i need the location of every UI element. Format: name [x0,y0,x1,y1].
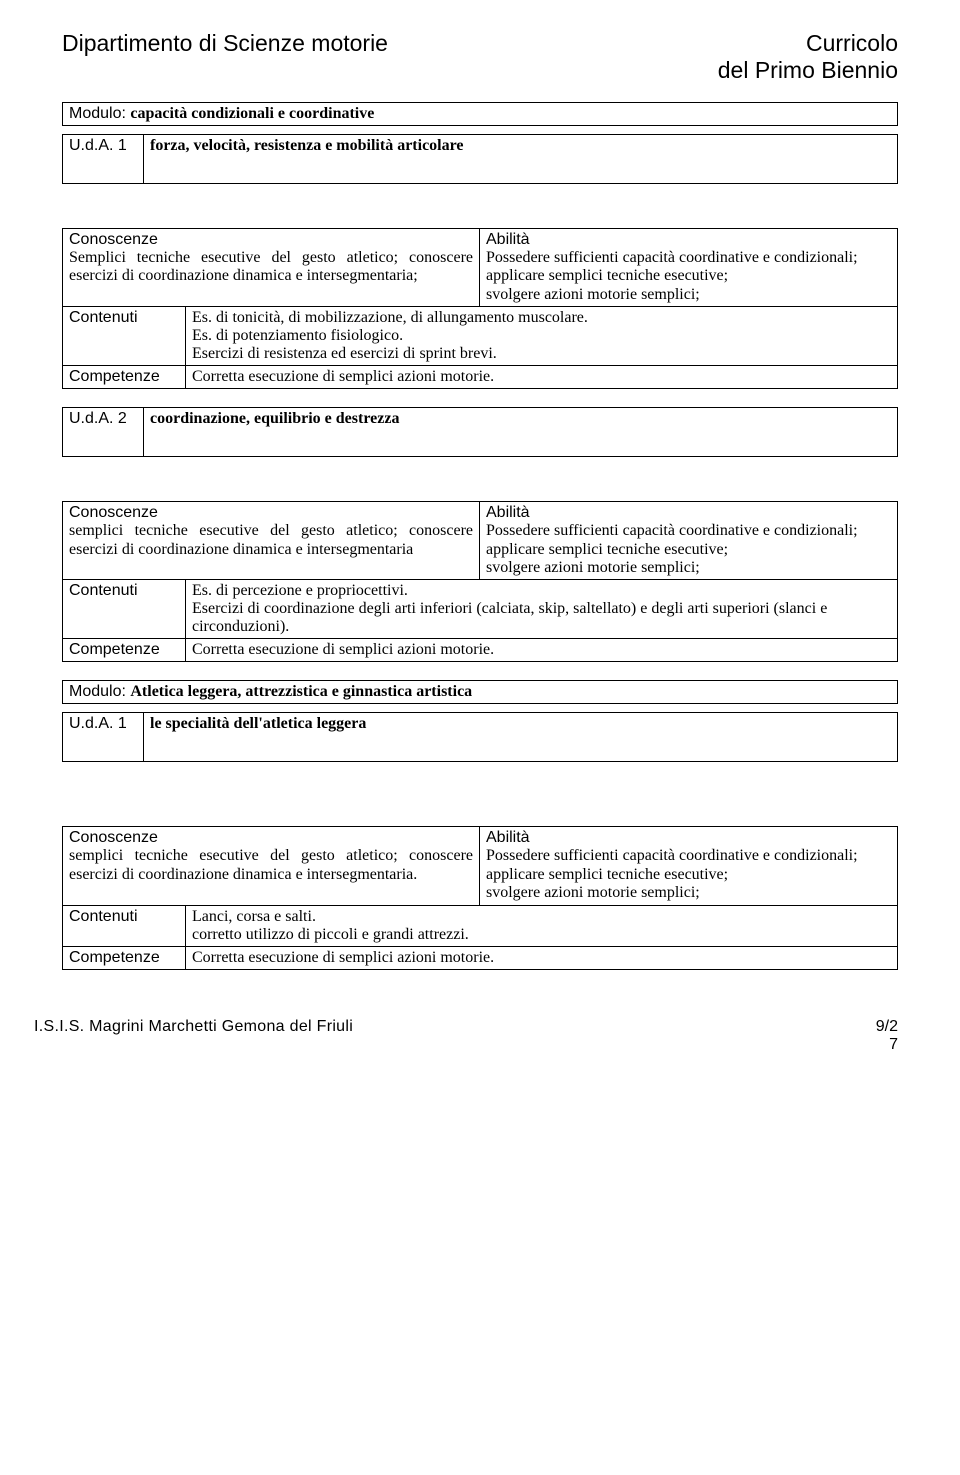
m2-uda1-competenze: Corretta esecuzione di semplici azioni m… [186,947,898,970]
conoscenze-label: Conoscenze [69,231,473,249]
uda1-competenze: Corretta esecuzione di semplici azioni m… [186,366,898,389]
modulo1-box: Modulo: capacità condizionali e coordina… [62,102,898,126]
uda2-contenuti-row: Contenuti Es. di percezione e propriocet… [62,580,898,639]
curriculum-line1: Curricolo [806,30,898,56]
m2-uda1-title: le specialità dell'atletica leggera [144,712,898,762]
uda1-conoscenze: Semplici tecniche esecutive del gesto at… [69,249,473,286]
contenuti-label-2: Contenuti [62,580,186,639]
abilita-label: Abilità [486,231,891,249]
conoscenze-label-2: Conoscenze [69,504,473,522]
modulo2-title: Atletica leggera, attrezzistica e ginnas… [130,683,472,700]
uda2-contenuti: Es. di percezione e propriocettivi. Eser… [186,580,898,639]
uda2-abilita: Possedere sufficienti capacità coordinat… [486,522,891,577]
abilita-label-3: Abilità [486,829,891,847]
uda1-row: U.d.A. 1 forza, velocità, resistenza e m… [62,134,898,184]
m2-uda1-know-abil: Conoscenze semplici tecniche esecutive d… [62,826,898,905]
page-footer: I.S.I.S. Magrini Marchetti Gemona del Fr… [34,1018,898,1054]
modulo2-box: Modulo: Atletica leggera, attrezzistica … [62,680,898,704]
curriculum-line2: del Primo Biennio [718,57,898,83]
modulo-label: Modulo [69,105,121,122]
footer-school: I.S.I.S. Magrini Marchetti Gemona del Fr… [34,1018,353,1054]
department-name: Dipartimento di Scienze motorie [62,30,388,84]
uda1-contenuti: Es. di tonicità, di mobilizzazione, di a… [186,307,898,366]
m2-uda1-conoscenze: semplici tecniche esecutive del gesto at… [69,847,473,884]
uda1-contenuti-row: Contenuti Es. di tonicità, di mobilizzaz… [62,307,898,366]
modulo1-title: capacità condizionali e coordinative [130,105,374,122]
competenze-label-3: Competenze [62,947,186,970]
m2-uda1-abilita: Possedere sufficienti capacità coordinat… [486,847,891,902]
m2-uda1-row: U.d.A. 1 le specialità dell'atletica leg… [62,712,898,762]
uda2-know-abil: Conoscenze semplici tecniche esecutive d… [62,501,898,580]
m2-uda1-competenze-row: Competenze Corretta esecuzione di sempli… [62,947,898,970]
contenuti-label: Contenuti [62,307,186,366]
m2-uda1-contenuti: Lanci, corsa e salti. corretto utilizzo … [186,906,898,947]
uda1-title: forza, velocità, resistenza e mobilità a… [144,134,898,184]
curriculum-title: Curricolo del Primo Biennio [718,30,898,84]
conoscenze-label-3: Conoscenze [69,829,473,847]
uda1-know-abil: Conoscenze Semplici tecniche esecutive d… [62,228,898,307]
modulo-label-2: Modulo [69,683,121,700]
competenze-label: Competenze [62,366,186,389]
uda2-title: coordinazione, equilibrio e destrezza [144,407,898,457]
uda1-label: U.d.A. 1 [62,134,144,184]
competenze-label-2: Competenze [62,639,186,662]
uda2-conoscenze: semplici tecniche esecutive del gesto at… [69,522,473,559]
m2-uda1-label: U.d.A. 1 [62,712,144,762]
uda1-competenze-row: Competenze Corretta esecuzione di sempli… [62,366,898,389]
uda1-abilita: Possedere sufficienti capacità coordinat… [486,249,891,304]
uda2-competenze-row: Competenze Corretta esecuzione di sempli… [62,639,898,662]
page-number: 9/2 7 [858,1018,898,1054]
uda2-competenze: Corretta esecuzione di semplici azioni m… [186,639,898,662]
abilita-label-2: Abilità [486,504,891,522]
m2-uda1-contenuti-row: Contenuti Lanci, corsa e salti. corretto… [62,906,898,947]
page-number-bottom: 7 [889,1036,898,1053]
page-number-top: 9/2 [876,1018,898,1035]
uda2-row: U.d.A. 2 coordinazione, equilibrio e des… [62,407,898,457]
contenuti-label-3: Contenuti [62,906,186,947]
page-header: Dipartimento di Scienze motorie Curricol… [62,30,898,84]
uda2-label: U.d.A. 2 [62,407,144,457]
